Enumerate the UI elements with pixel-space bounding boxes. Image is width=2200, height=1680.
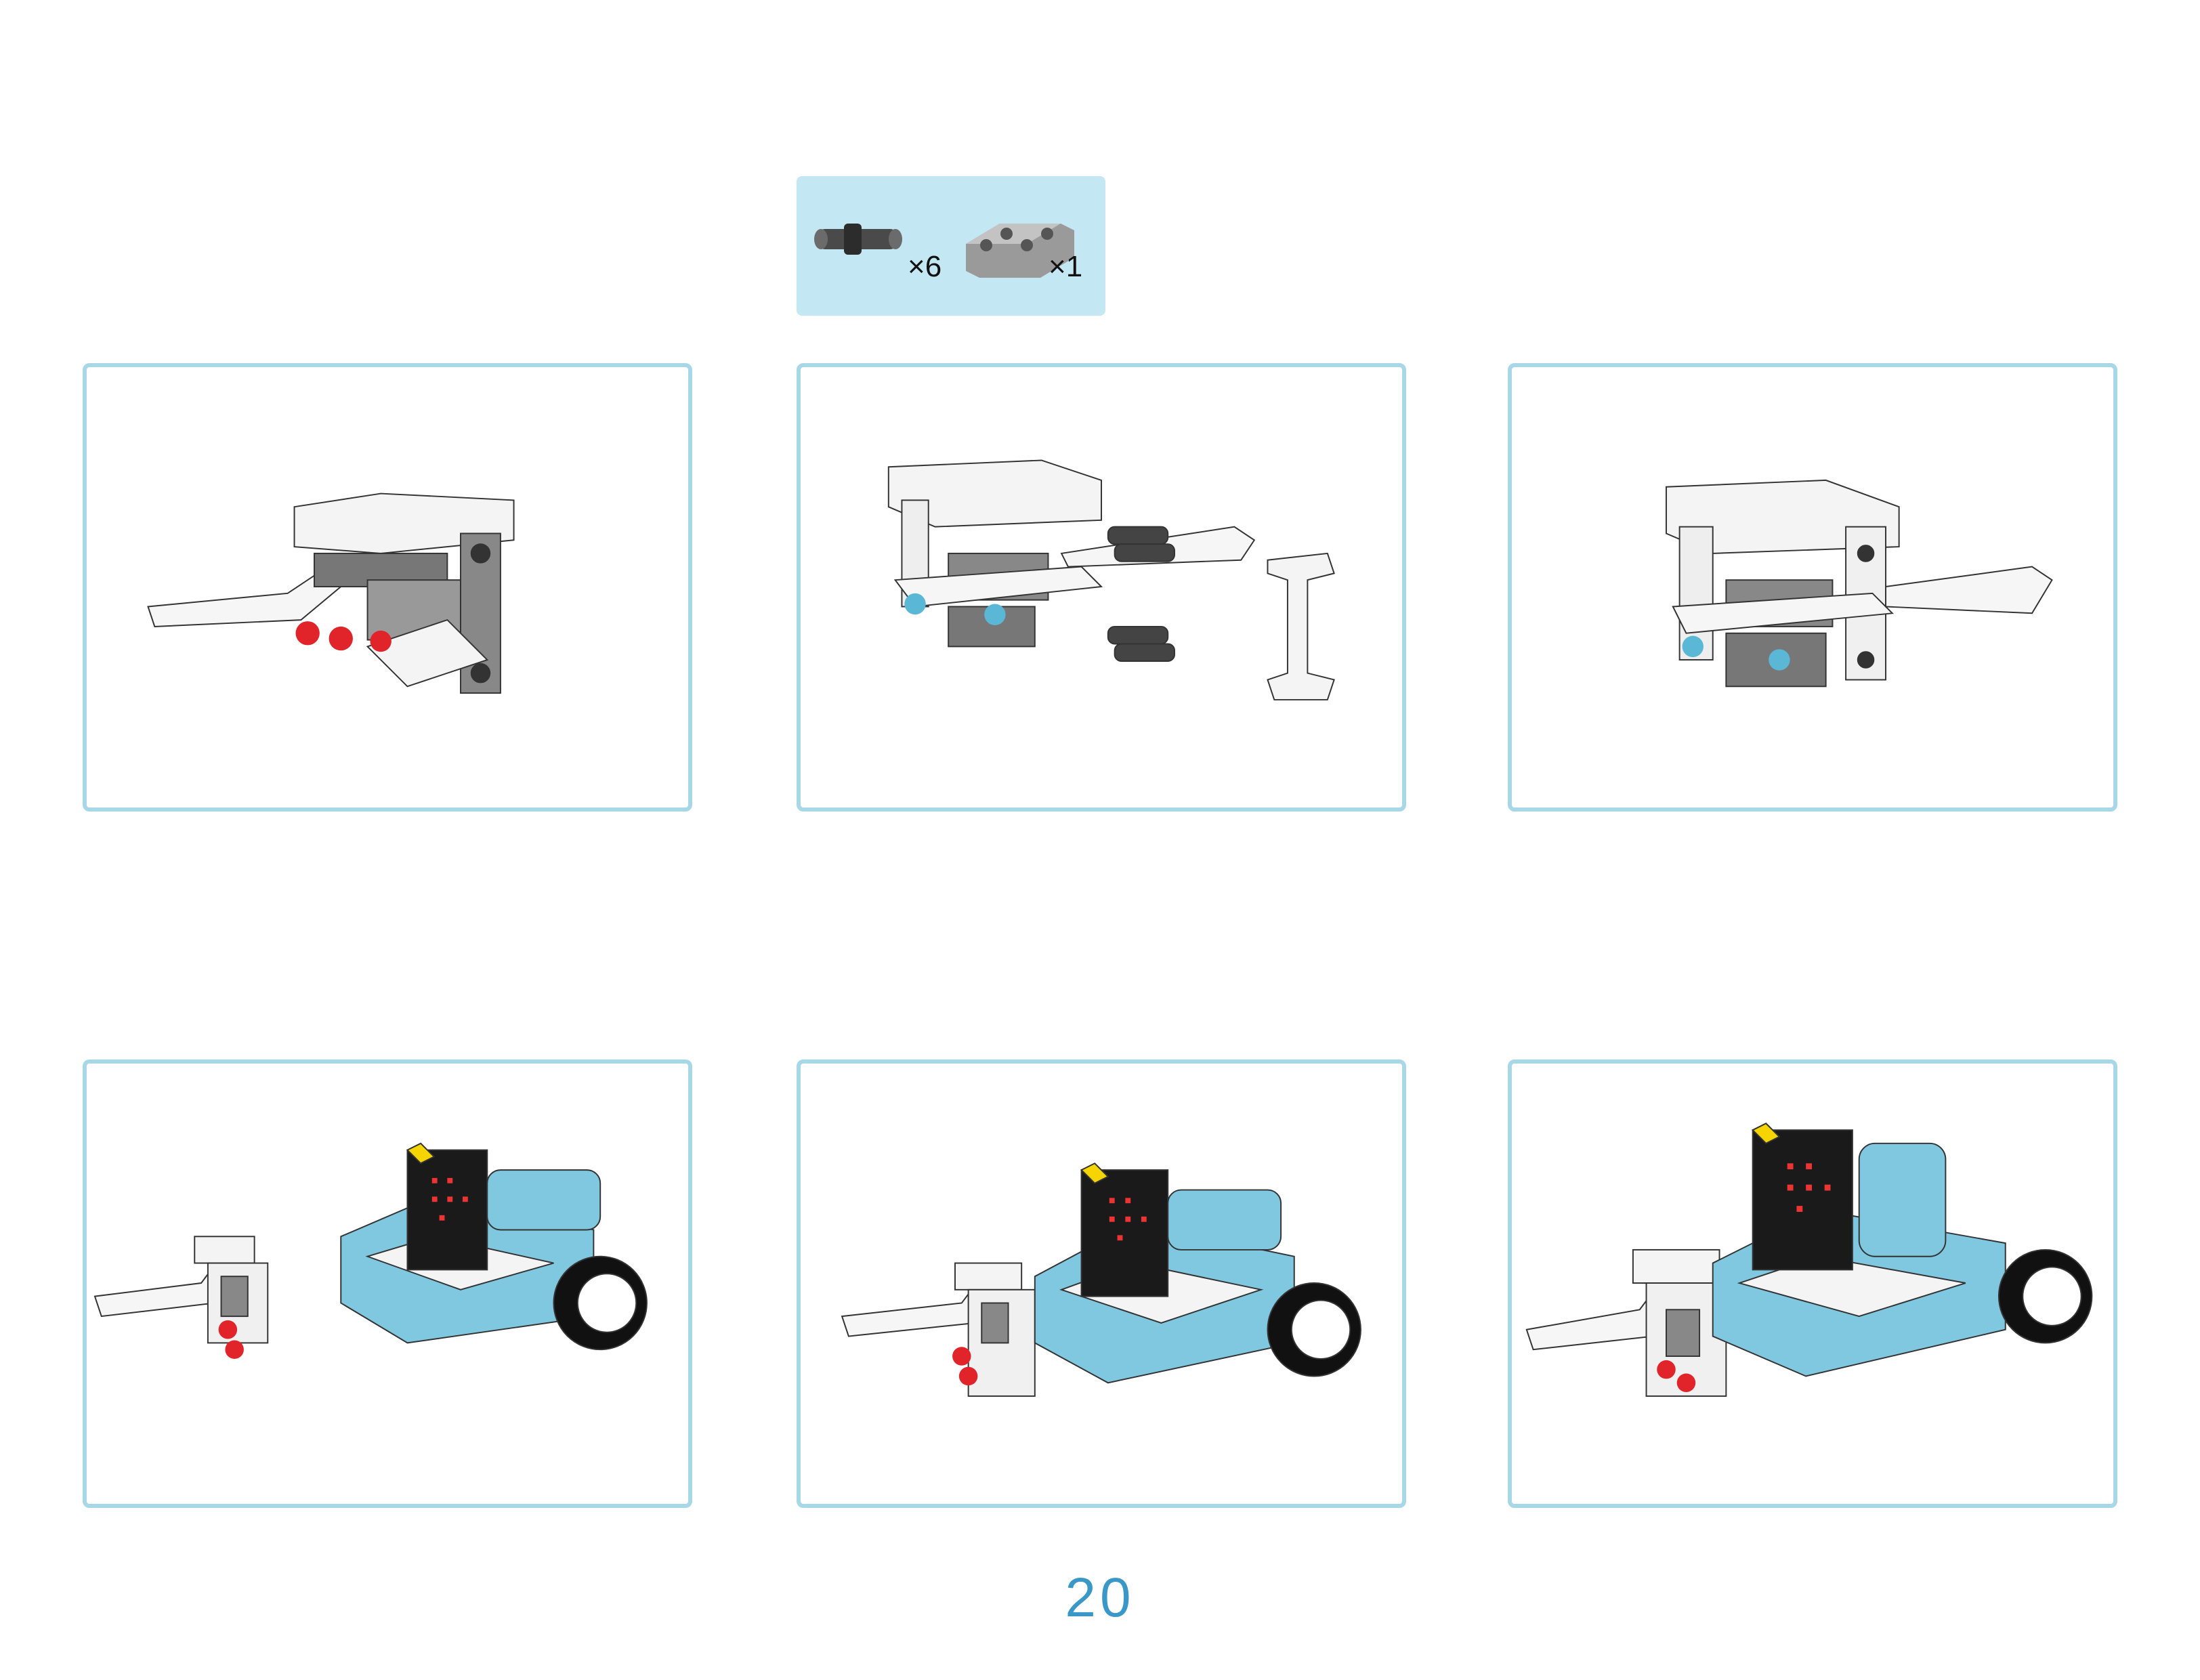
step-panel-3: [1508, 363, 2117, 812]
car-claw-assembled-icon: [1525, 1122, 2093, 1397]
pin-quantity: ×6: [908, 250, 942, 283]
page-number: 20: [1065, 1567, 1135, 1629]
step-panel-4: [83, 1059, 692, 1508]
h-beam-icon: [966, 224, 1074, 278]
parts-list-box: ×6 ×1: [797, 176, 1105, 316]
claw-exploded-icon: [887, 459, 1335, 700]
claw-assembly-icon: [147, 492, 515, 694]
connector-pin-icon: [814, 224, 902, 255]
parts-icons: [814, 224, 1074, 278]
step-panel-6: [1508, 1059, 2117, 1508]
beam-quantity: ×1: [1049, 250, 1083, 283]
claw-frame-icon: [1666, 479, 2053, 688]
car-and-claw-separate-icon: [93, 1142, 648, 1359]
step-panel-5: [797, 1059, 1406, 1508]
step-panel-2: [797, 363, 1406, 812]
car-claw-attaching-icon: [841, 1162, 1361, 1397]
step-panel-1: [83, 363, 692, 812]
